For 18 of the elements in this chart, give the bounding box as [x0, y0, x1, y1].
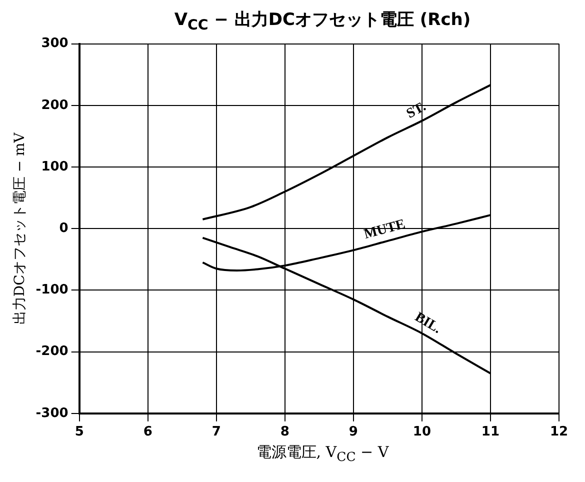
- x-tick-label: 10: [412, 424, 431, 440]
- x-tick-label: 6: [143, 424, 152, 440]
- y-axis-title: 出力DCオフセット電圧 − mV: [12, 132, 28, 325]
- y-tick-label: -300: [36, 406, 68, 422]
- y-tick-label: -200: [36, 344, 68, 360]
- x-tick-label: 8: [280, 424, 290, 440]
- y-tick-label: -100: [36, 282, 68, 298]
- x-tick-label: 9: [348, 424, 358, 440]
- x-tick-label: 5: [74, 424, 84, 440]
- chart-title: V$_{CC}$ − 出力DCオフセット電圧 (Rch): [173, 9, 472, 34]
- y-tick-label: 0: [59, 221, 68, 236]
- x-tick-label: 12: [550, 424, 568, 440]
- x-tick-label: 11: [481, 424, 500, 440]
- y-tick-label: 300: [41, 36, 68, 52]
- x-axis-title: 電源電圧, V$_{CC}$ − V: [255, 443, 390, 464]
- x-tick-label: 7: [212, 424, 221, 440]
- y-tick-label: 200: [41, 98, 68, 114]
- y-tick-label: 100: [41, 160, 68, 175]
